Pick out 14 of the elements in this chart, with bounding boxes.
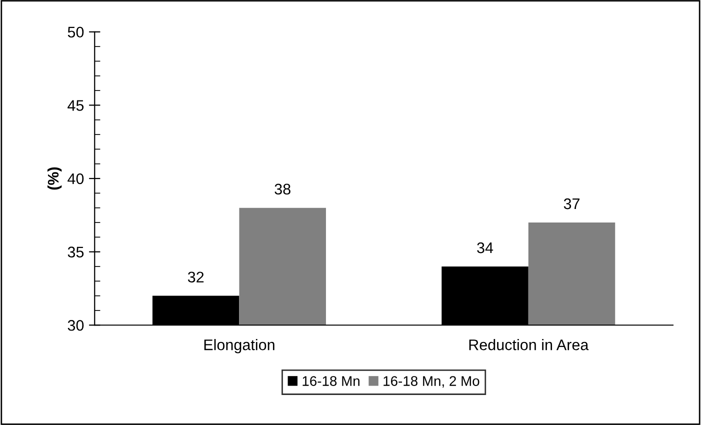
legend-label: 16-18 Mn <box>302 376 360 386</box>
x-tick-label: Elongation <box>204 339 274 354</box>
y-tick-label: 45 <box>68 100 84 111</box>
y-tick-label: 50 <box>68 26 84 38</box>
y-axis-title: (%) <box>47 167 62 190</box>
x-tick-label: Reduction in Area <box>469 339 589 350</box>
data-label: 34 <box>477 242 494 254</box>
data-label: 32 <box>188 272 204 283</box>
data-label: 38 <box>274 184 290 195</box>
y-tick-label: 40 <box>68 173 84 184</box>
data-label: 37 <box>564 198 580 210</box>
y-tick-label: 35 <box>68 246 84 258</box>
y-tick-label: 30 <box>68 320 84 331</box>
legend-label: 16-18 Mn, 2 Mo <box>384 376 480 388</box>
